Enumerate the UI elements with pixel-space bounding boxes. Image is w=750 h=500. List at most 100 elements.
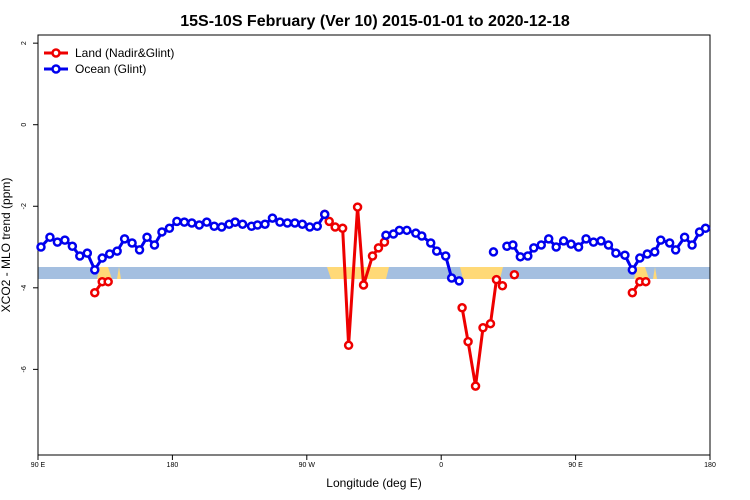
series-point: [127, 238, 137, 248]
series-point: [60, 235, 70, 245]
y-tick-label: -4: [21, 285, 28, 291]
series-point: [581, 234, 591, 244]
series-point: [440, 251, 451, 261]
series-point: [330, 222, 340, 232]
series-point: [89, 287, 100, 298]
x-tick-label: 90 E: [568, 462, 583, 469]
series-point: [603, 240, 614, 250]
series-point: [536, 240, 547, 250]
series-point: [260, 219, 270, 229]
series-point: [187, 218, 197, 228]
series-point: [611, 248, 621, 258]
series-point: [515, 252, 526, 262]
series-point: [297, 219, 308, 229]
y-tick-label: 0: [21, 123, 28, 127]
series-point: [275, 217, 285, 227]
series-point: [367, 251, 378, 261]
x-tick-label: 90 W: [299, 462, 316, 469]
land-strip: [327, 267, 389, 279]
series-point: [97, 253, 107, 263]
series-point: [312, 221, 323, 231]
series-point: [402, 225, 412, 236]
series-point: [463, 336, 473, 347]
land-strip: [653, 267, 657, 279]
series-point: [157, 227, 167, 237]
surface-strip: [38, 267, 710, 279]
chart-title: 15S-10S February (Ver 10) 2015-01-01 to …: [180, 13, 570, 30]
series-point: [491, 274, 502, 285]
series-point: [290, 218, 300, 228]
y-tick-label: 2: [21, 41, 28, 45]
series-point: [394, 225, 405, 236]
series-point: [551, 242, 561, 252]
land-strip: [117, 267, 121, 279]
series-point: [457, 303, 467, 313]
series-point: [119, 234, 130, 244]
series-point: [324, 216, 334, 227]
series-point: [82, 248, 93, 258]
series-point: [470, 381, 481, 391]
series-point: [664, 238, 675, 248]
series-point: [358, 280, 369, 290]
series-point: [134, 245, 145, 255]
land-strip: [634, 267, 649, 279]
series-point: [573, 242, 584, 252]
series-point: [172, 216, 182, 227]
series-point: [523, 251, 533, 261]
series-point: [529, 243, 539, 253]
series-point: [194, 220, 205, 230]
series-point: [596, 236, 606, 246]
legend-marker: [51, 48, 61, 58]
series-point: [352, 202, 363, 212]
series-point: [687, 240, 697, 250]
series-point: [103, 276, 113, 287]
series-point: [75, 251, 85, 261]
series-point: [446, 273, 457, 283]
series-point: [558, 236, 569, 246]
series-point: [209, 221, 219, 231]
series-point: [679, 232, 690, 243]
series-point: [343, 340, 354, 351]
series-point: [45, 232, 55, 243]
series-point: [543, 234, 554, 244]
series-point: [566, 239, 576, 249]
y-tick-label: -2: [21, 203, 28, 209]
series-point: [282, 218, 293, 228]
series-point: [36, 242, 46, 252]
series-point: [230, 217, 240, 227]
series-point: [216, 222, 227, 232]
series-point: [670, 245, 681, 255]
series-point: [655, 235, 666, 245]
y-axis-label: XCO2 - MLO trend (ppm): [0, 178, 13, 313]
series-point: [67, 241, 78, 251]
x-tick-label: 180: [704, 462, 716, 469]
series-point: [497, 281, 508, 291]
series-point: [431, 246, 442, 256]
series-point: [201, 217, 212, 227]
series-point: [478, 323, 488, 333]
x-tick-label: 0: [439, 462, 443, 469]
series-point: [104, 249, 115, 259]
series-point: [627, 265, 638, 275]
x-axis-label: Longitude (deg E): [326, 476, 421, 490]
series-point: [179, 217, 190, 227]
series-point: [52, 237, 63, 247]
series-point: [305, 222, 315, 232]
x-tick-label: 90 E: [31, 462, 46, 469]
series-point: [381, 230, 391, 240]
x-tick-label: 180: [167, 462, 179, 469]
series-point: [454, 276, 464, 286]
series-point: [485, 318, 496, 329]
y-tick-label: -6: [21, 366, 28, 372]
series-point: [373, 243, 384, 253]
series-point: [509, 270, 520, 280]
series-point: [142, 232, 152, 243]
series-point: [635, 253, 645, 263]
legend-label: Ocean (Glint): [75, 62, 146, 76]
series-point: [267, 213, 278, 223]
land-strip: [460, 267, 503, 279]
series-point: [488, 247, 499, 257]
series-point: [642, 249, 653, 259]
series-point: [149, 240, 160, 250]
